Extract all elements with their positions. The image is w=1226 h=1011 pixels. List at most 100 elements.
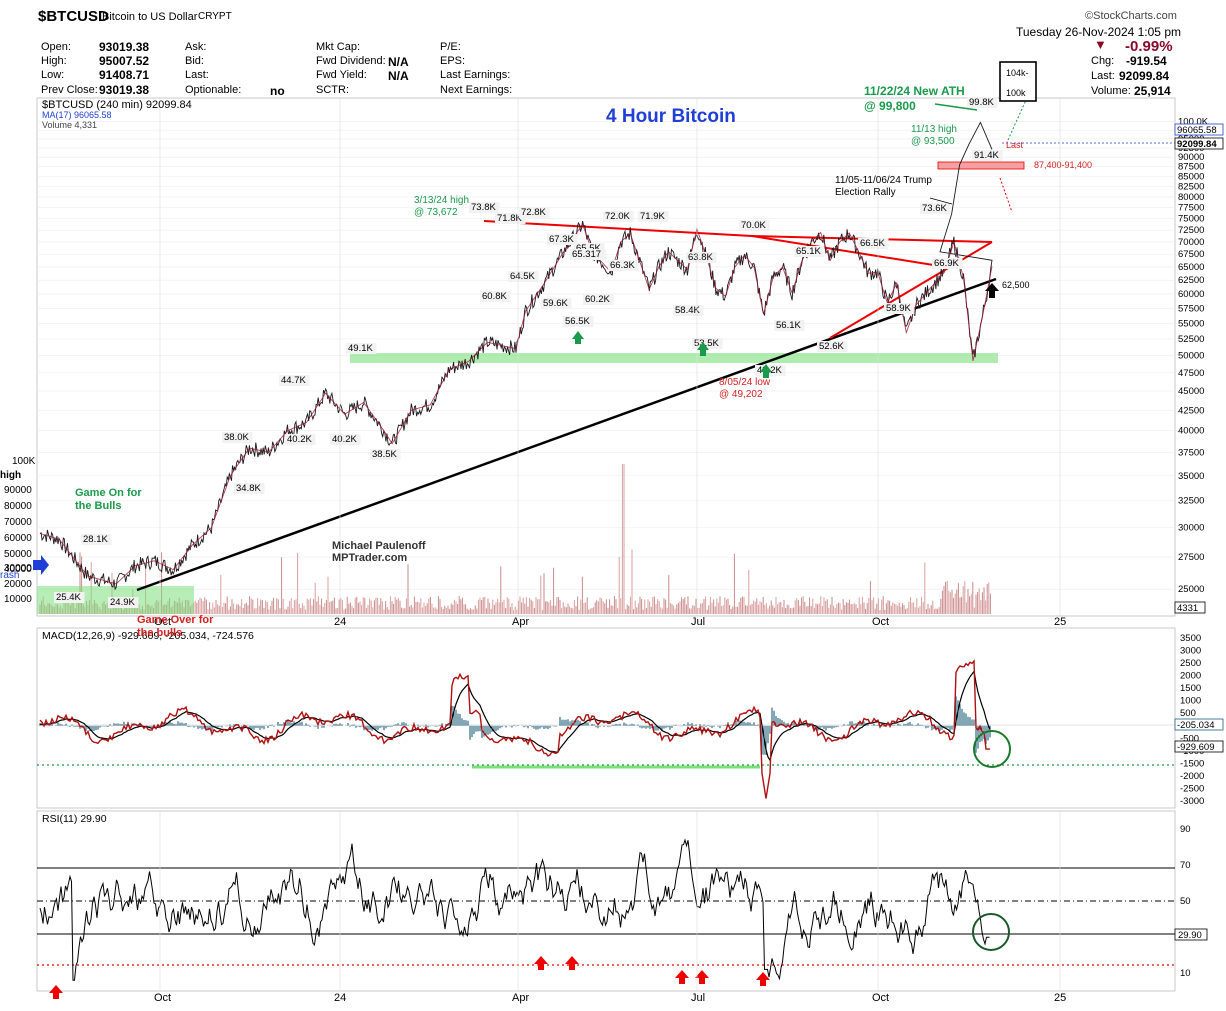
price-gridlines [37, 121, 1175, 590]
price-label: 91.4K [974, 150, 999, 161]
rsi-arrow-up [49, 985, 63, 999]
price-label-bg [583, 294, 614, 305]
last-label: Last: [185, 69, 209, 81]
price-label-bg [774, 320, 805, 331]
rsi-value-tag-text: 29.90 [1178, 930, 1202, 941]
high0313-annotation-2: @ 73,672 [414, 207, 458, 218]
price-label-bg [519, 207, 550, 218]
arrow-up-green-1 [572, 331, 584, 344]
price-y-tick: 37500 [1178, 447, 1204, 458]
price-label: 53.5K [694, 338, 719, 349]
price-label-bg [480, 291, 511, 302]
price-label: 66.9K [934, 258, 959, 269]
price-y-tick: 65000 [1178, 262, 1204, 273]
price-y-tick: 42500 [1178, 405, 1204, 416]
rsi-arrow-up [565, 956, 579, 970]
price-label: 52.6K [819, 341, 844, 352]
price-x-tick: Oct [872, 616, 889, 628]
zone-label: 87,400-91,400 [1034, 160, 1093, 170]
price-y-tick: 87500 [1178, 162, 1204, 173]
price-y-tick: 75000 [1178, 214, 1204, 225]
resistance-zone-87k [937, 161, 1025, 170]
high-value: 95007.52 [99, 54, 150, 68]
price-label: 73.8K [471, 202, 496, 213]
price-y-tick: 80000 [1178, 192, 1204, 203]
high1113-annotation-1: 11/13 high [911, 124, 957, 135]
macd-value-tag-text: -929.609 [1177, 742, 1215, 753]
election-annotation-1: 11/05-11/06/24 Trump [835, 175, 932, 186]
price-y-tick: 77500 [1178, 203, 1204, 214]
macd-y-tick: 3500 [1180, 633, 1201, 644]
price-y-tick: 90000 [1178, 152, 1204, 163]
target-box [999, 61, 1037, 102]
ath-annotation-2: @ 99,800 [864, 99, 916, 113]
eps-label: EPS: [440, 55, 466, 67]
box-label-2: 100k [1006, 88, 1026, 98]
prev-close-label: Prev Close: [41, 84, 98, 96]
rsi-series [39, 838, 990, 981]
price-label: 66.3K [610, 260, 635, 271]
ask-label: Ask: [185, 41, 207, 53]
price-y-axis: 25000 27500 30000 32500 35000 37500 40000 42500… [1178, 117, 1209, 596]
macd-line [39, 659, 990, 799]
left-cut-90000: 90000 [4, 485, 32, 496]
price-label-bg [739, 220, 770, 231]
macd-y-tick: -2000 [1180, 771, 1204, 782]
price-x-tick: Jul [691, 616, 705, 628]
price-x-axis: Oct 24 Apr Jul Oct 25 [154, 98, 1066, 628]
rsi-circle [972, 913, 1010, 951]
price-label: 67.3K [549, 234, 574, 245]
price-label: 60.2K [585, 294, 610, 305]
price-y-tick: 25000 [1178, 584, 1204, 595]
rsi-y-axis: 90 70 50 10 [1180, 824, 1191, 979]
price-label: 66.5K [860, 238, 885, 249]
low0805-annotation-1: 8/05/24 low [719, 377, 771, 388]
price-point-labels: 25.4K 24.9K 28.1K 34.8K 38.0K 40.2K 44.7K 40.2K… [54, 97, 1003, 608]
ath-annotation-1: 11/22/24 New ATH [864, 84, 965, 98]
left-cut-30000: 30000 [4, 563, 32, 574]
macd-y-tick: 500 [1180, 708, 1196, 719]
macd-y-tick: -500 [1180, 733, 1199, 744]
rsi-legend: RSI(11) 29.90 [42, 813, 107, 825]
left-cut-60000: 60000 [4, 533, 32, 544]
price-label-bg [574, 243, 605, 254]
left-cut-80000: 80000 [4, 501, 32, 512]
price-y-tick: 30000 [1178, 523, 1204, 534]
mktcap-label: Mkt Cap: [316, 41, 361, 53]
macd-y-tick: -3000 [1180, 796, 1204, 807]
price-label-bg [541, 298, 572, 309]
price-y-tick: 82500 [1178, 182, 1204, 193]
price-y-tick: 67500 [1178, 249, 1204, 260]
pe-label: P/E: [440, 41, 461, 53]
stockcharts-logo[interactable]: ©StockCharts.com [1085, 10, 1177, 22]
macd-value-tag [1174, 740, 1224, 753]
rsi-arrow-up [675, 970, 689, 984]
election-pointer [929, 197, 953, 205]
left-cut-70000: 70000 [4, 517, 32, 528]
price-label-bg [346, 343, 377, 354]
trendline-black [136, 277, 997, 592]
price-label-bg [686, 252, 717, 263]
price-label: 72.8K [521, 207, 546, 218]
low-value: 91408.71 [99, 68, 150, 82]
price-label: 63.8K [688, 252, 713, 263]
game-over-2: the bulls [137, 627, 183, 639]
price-label: 44.7K [281, 375, 306, 386]
left-cut-100k: 100K [12, 456, 36, 467]
symbol: $BTCUSD [38, 8, 109, 25]
date: Tuesday 26-Nov-2024 1:05 pm [1016, 25, 1181, 39]
left-cut-10000: 10000 [4, 594, 32, 605]
price-label-bg [972, 150, 1003, 161]
low-label: Low: [41, 69, 65, 81]
price-label-bg [858, 238, 889, 249]
rsi-x-tick: 25 [1054, 992, 1066, 1004]
price-label: 38.0K [224, 432, 249, 443]
ma-tag [1174, 123, 1224, 136]
macd-y-tick: -1500 [1180, 758, 1204, 769]
election-annotation-2: Election Rally [835, 187, 896, 198]
price-label-bg [817, 341, 848, 352]
volume-tag-text: 4331 [1177, 603, 1198, 614]
macd-legend: MACD(12,26,9) -929.609, -205.034, -724.5… [42, 630, 254, 642]
price-x-tick: 24 [334, 616, 346, 628]
chg-label: Chg: [1091, 55, 1115, 67]
